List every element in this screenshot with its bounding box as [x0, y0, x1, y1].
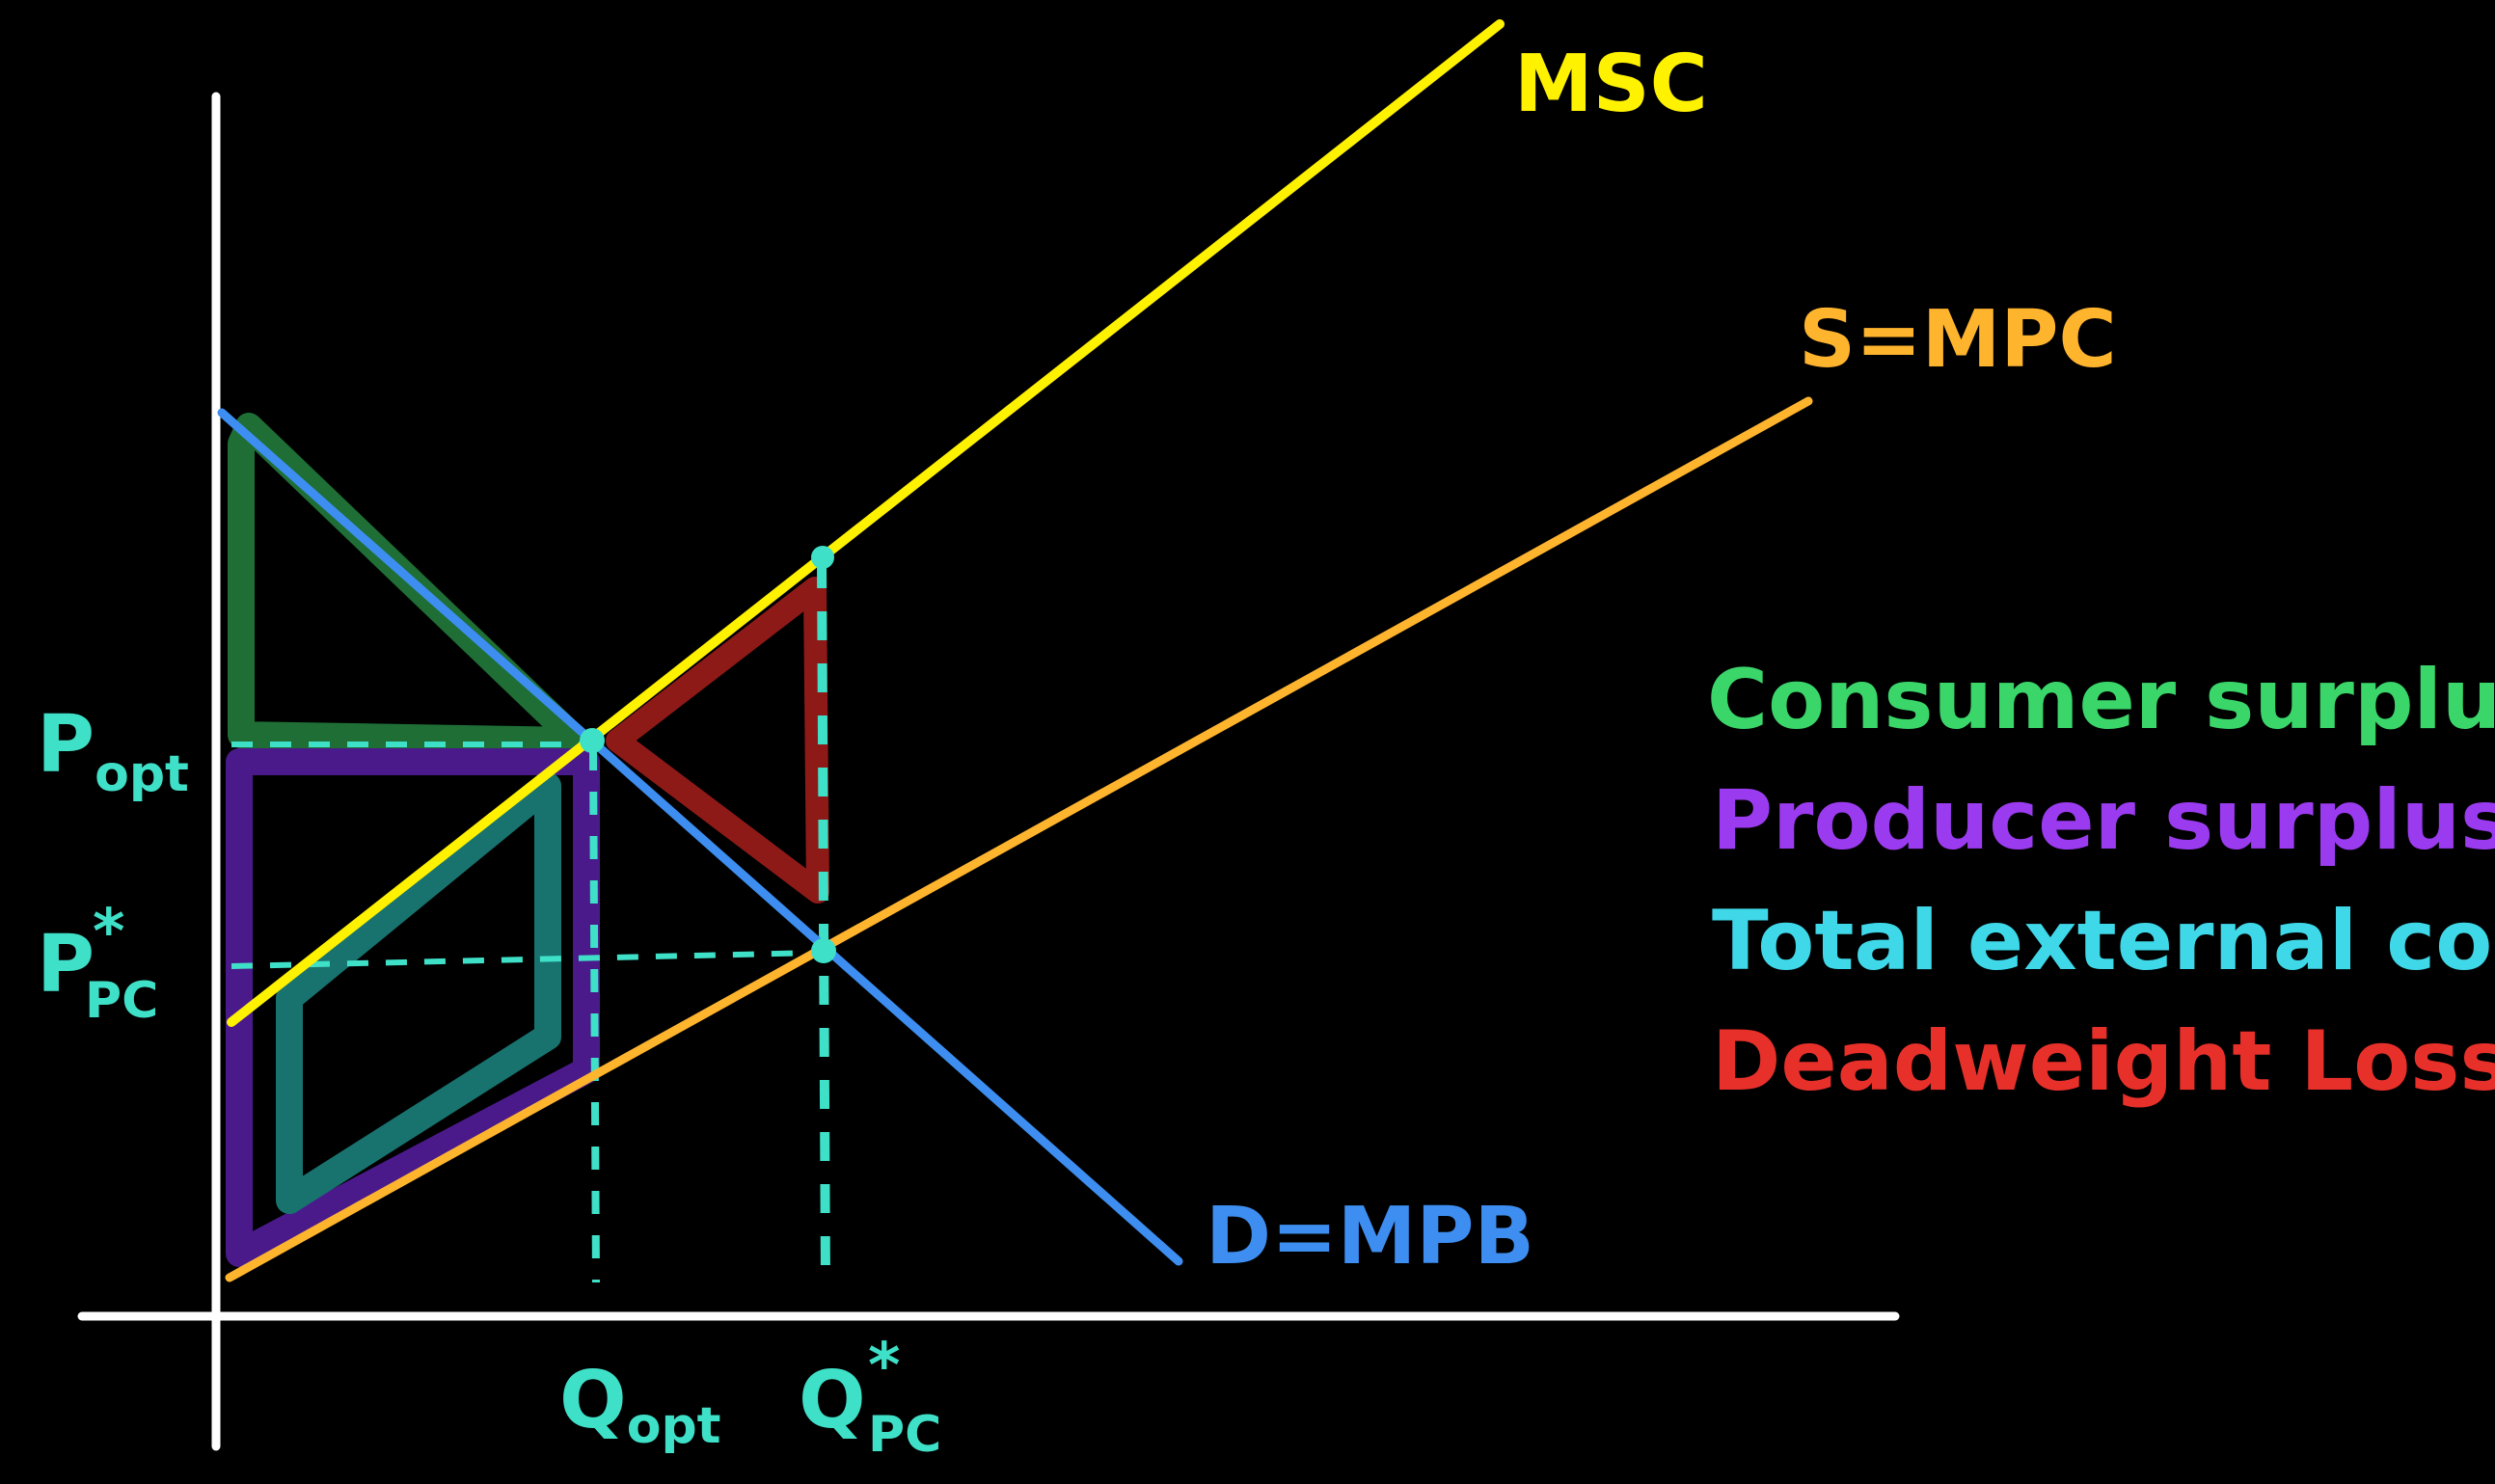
q-opt-dashed-line [589, 746, 600, 1283]
deadweight-loss-region [606, 577, 829, 904]
producer-surplus-region [226, 748, 600, 1267]
p-pc-label: P [37, 919, 95, 1011]
legend-total-external-cost: Total external cost [1712, 893, 2495, 989]
market-equilibrium-point [811, 938, 836, 963]
p-pc-subscript: PC [85, 972, 158, 1030]
p-pc-star: * [93, 897, 124, 968]
legend-producer-surplus: Producer surplus [1712, 772, 2495, 869]
q-pc-star: * [868, 1331, 900, 1402]
msc-curve [227, 19, 1505, 1027]
msc-at-qpc-point [811, 546, 834, 569]
demand-mpb-curve [217, 408, 1183, 1266]
demand-label: D=MPB [1206, 1191, 1534, 1282]
q-pc-dashed-line [817, 558, 830, 1283]
msc-label: MSC [1514, 39, 1708, 130]
q-pc-label: Q [799, 1355, 866, 1446]
supply-mpc-curve [225, 396, 1813, 1282]
q-opt-label: Qopt [559, 1355, 721, 1455]
supply-label: S=MPC [1799, 294, 2117, 386]
optimal-equilibrium-point [580, 728, 605, 753]
q-pc-subscript: PC [868, 1406, 941, 1464]
p-pc-dashed-line [231, 950, 821, 969]
p-opt-label: Popt [37, 699, 189, 803]
legend-consumer-surplus: Consumer surplus [1707, 652, 2495, 748]
external-cost-region [276, 772, 561, 1214]
legend-deadweight-loss: Deadweight Loss [1712, 1013, 2495, 1110]
